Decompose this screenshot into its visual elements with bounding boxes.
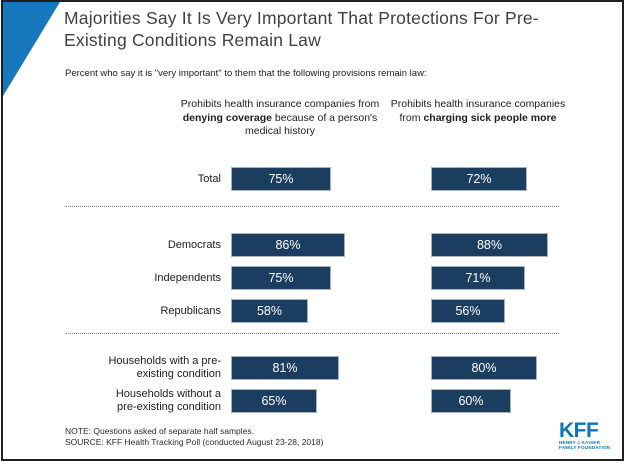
- bar-charging-sick: 71%: [431, 266, 525, 290]
- row-label: Republicans: [160, 304, 221, 317]
- corner-accent-triangle: [3, 2, 60, 96]
- chart-frame: Majorities Say It Is Very Important That…: [1, 0, 624, 461]
- note-line: NOTE: Questions asked of separate half s…: [65, 426, 254, 436]
- bar-value-label: 71%: [465, 271, 491, 285]
- bar-charging-sick: 56%: [431, 299, 505, 323]
- footer-notes: NOTE: Questions asked of separate half s…: [65, 426, 323, 448]
- bar-charging-sick: 60%: [431, 389, 511, 413]
- kff-logo: KFF HENRY J KAISER FAMILY FOUNDATION: [559, 419, 619, 459]
- page-title: Majorities Say It Is Very Important That…: [64, 8, 539, 50]
- header-text-segment: because of a person's medical history: [244, 111, 378, 138]
- bar-value-label: 86%: [275, 238, 301, 252]
- bar-value-label: 65%: [261, 394, 287, 408]
- bar-charging-sick: 72%: [431, 167, 527, 191]
- bar-denying-coverage: 81%: [231, 356, 339, 380]
- row-label: Democrats: [167, 238, 221, 251]
- bar-denying-coverage: 75%: [231, 167, 331, 191]
- kff-logo-text: KFF: [559, 419, 599, 442]
- bar-value-label: 72%: [466, 172, 492, 186]
- row-label: Total: [197, 172, 221, 185]
- chart-subtitle: Percent who say it is "very important" t…: [65, 68, 427, 79]
- bar-value-label: 75%: [268, 271, 294, 285]
- bar-value-label: 58%: [256, 304, 283, 318]
- row-label: Households without a pre-existing condit…: [115, 388, 221, 413]
- column-header-denying-coverage: Prohibits health insurance companies fro…: [169, 98, 391, 139]
- bar-value-label: 75%: [268, 172, 294, 186]
- bar-charging-sick: 88%: [431, 233, 548, 257]
- bar-value-label: 60%: [458, 394, 484, 408]
- row-label: Households with a pre- existing conditio…: [108, 355, 221, 380]
- dotted-separator-top: [65, 206, 559, 207]
- column-header-charging-sick: Prohibits health insurance companies fro…: [389, 98, 567, 125]
- dotted-separator-bottom: [65, 333, 559, 334]
- bar-denying-coverage: 75%: [231, 266, 331, 290]
- bar-value-label: 88%: [476, 238, 503, 252]
- bar-denying-coverage: 65%: [231, 389, 317, 413]
- bar-denying-coverage: 86%: [231, 233, 345, 257]
- bar-value-label: 80%: [471, 361, 497, 375]
- header-text-segment: Prohibits health insurance companies fro…: [390, 98, 566, 124]
- bar-charging-sick: 80%: [431, 356, 537, 380]
- header-bold-segment: charging sick people more: [423, 111, 557, 124]
- bar-denying-coverage: 58%: [231, 299, 308, 323]
- row-label: Independents: [154, 271, 221, 284]
- bar-value-label: 56%: [455, 304, 481, 318]
- kff-logo-subtext: HENRY J KAISER FAMILY FOUNDATION: [559, 440, 611, 451]
- bar-value-label: 81%: [272, 361, 298, 375]
- source-line: SOURCE: KFF Health Tracking Poll (conduc…: [65, 437, 324, 447]
- header-bold-segment: denying coverage: [182, 111, 272, 124]
- header-text-segment: Prohibits health insurance companies fro…: [180, 98, 380, 110]
